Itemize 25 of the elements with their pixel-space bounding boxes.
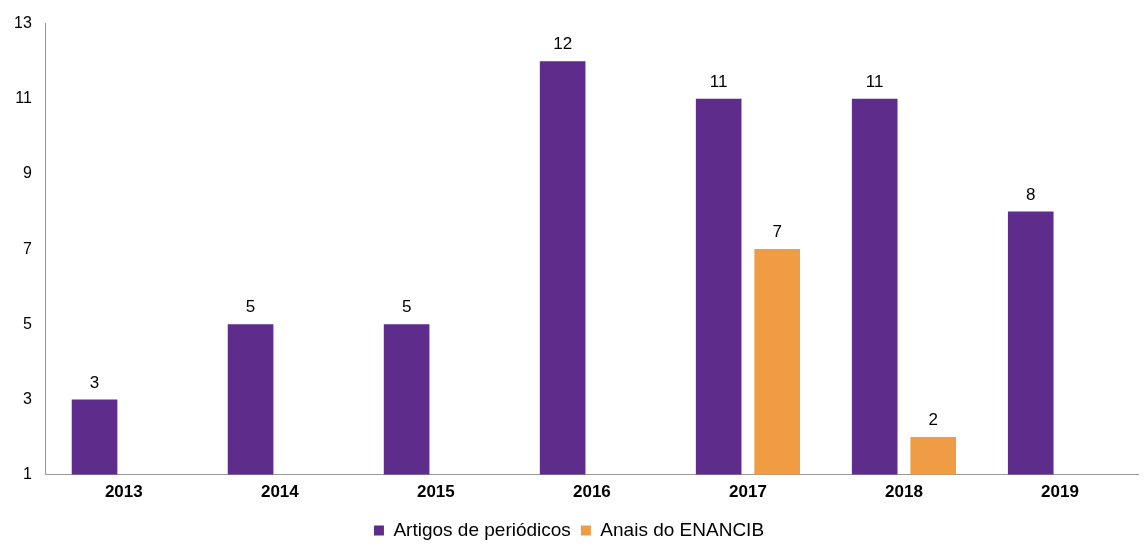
data-label: 7 [772,222,782,242]
legend-label: Artigos de periódicos [393,518,571,540]
x-tick-label: 2014 [260,482,300,502]
x-tick-label: 2017 [729,482,767,502]
x-tick-label: 2015 [416,482,455,502]
y-tick-label: 11 [15,89,32,107]
y-tick-label: 1 [22,465,32,483]
x-tick-label: 2019 [1041,482,1079,502]
y-tick-label: 3 [22,389,32,407]
x-tick-label: 2016 [572,482,611,502]
data-label: 5 [245,297,256,317]
data-label: 12 [553,34,573,54]
y-tick-label: 13 [14,14,32,32]
data-label: 11 [865,71,884,91]
data-label: 3 [89,372,100,392]
y-tick-label: 5 [22,314,32,332]
legend-label: Anais do ENANCIB [600,518,765,540]
y-tick-label: 7 [22,239,32,257]
data-label: 8 [1026,184,1036,204]
x-tick-label: 2013 [104,482,143,502]
y-tick-label: 9 [22,164,32,182]
data-label: 5 [401,297,412,317]
data-label: 11 [709,71,728,91]
x-tick-label: 2018 [885,482,923,502]
data-label: 2 [928,410,938,430]
